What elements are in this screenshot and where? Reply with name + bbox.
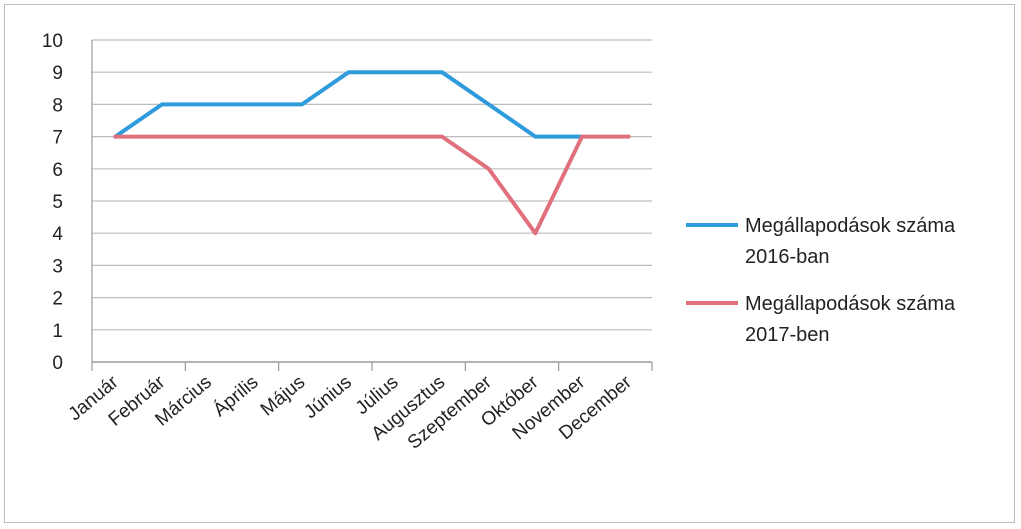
y-tick-label: 2 [52, 289, 63, 310]
y-tick-label: 10 [42, 31, 63, 52]
y-tick-label: 4 [52, 224, 63, 245]
legend: Megállapodások száma 2016-ban Megállapodás… [686, 215, 956, 346]
gridlines [92, 39, 652, 331]
legend-label-1: Megállapodások száma [745, 215, 956, 237]
legend-label-1: 2016-ban [745, 246, 830, 268]
x-axis [91, 40, 653, 371]
series-line-1 [113, 70, 584, 139]
y-tick-label: 0 [52, 353, 63, 374]
x-tick-label: Június [300, 372, 356, 423]
y-tick-label: 8 [52, 95, 63, 116]
y-tick-label: 3 [52, 256, 63, 277]
x-tick-label: Április [209, 372, 262, 421]
x-tick-label: Május [257, 372, 309, 421]
y-tick-label: 7 [52, 128, 63, 149]
y-axis-tick-labels: 0 1 2 3 4 5 6 7 8 9 10 [42, 31, 64, 374]
legend-label-2: Megállapodások száma [745, 293, 956, 315]
x-axis-tick-labels: JanuárFebruárMárciusÁprilisMájusJúniusJú… [65, 371, 637, 453]
y-tick-label: 5 [52, 192, 63, 213]
y-tick-label: 9 [52, 63, 63, 84]
series-lines [113, 70, 631, 236]
y-tick-label: 1 [52, 321, 63, 342]
series-line-2 [113, 134, 631, 236]
chart-frame [4, 4, 1015, 523]
y-tick-label: 6 [52, 160, 63, 181]
legend-label-2: 2017-ben [745, 324, 830, 346]
